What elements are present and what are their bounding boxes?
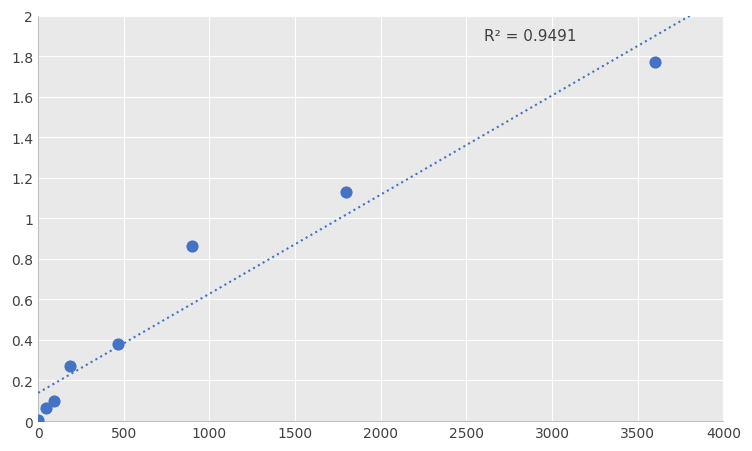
Point [649, 59, 661, 66]
Point [64, 363, 76, 370]
Point [32, 417, 44, 424]
Point [341, 189, 353, 196]
Point [48, 398, 60, 405]
Point [186, 243, 199, 250]
Point [113, 341, 125, 348]
Point [40, 405, 52, 412]
Text: R² = 0.9491: R² = 0.9491 [484, 29, 576, 44]
